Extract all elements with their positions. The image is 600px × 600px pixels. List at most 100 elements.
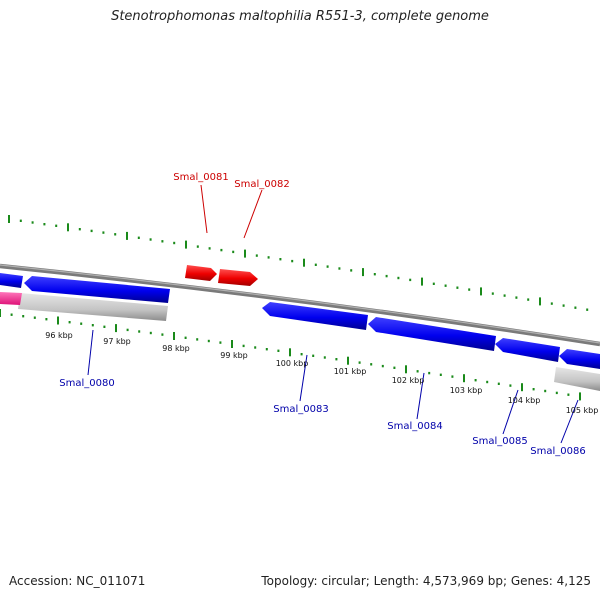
- minor-tick: [497, 382, 500, 385]
- major-tick: [231, 340, 233, 348]
- minor-tick: [385, 274, 388, 278]
- minor-tick: [574, 306, 577, 309]
- accession-label: Accession: NC_011071: [9, 574, 146, 588]
- minor-tick: [55, 224, 58, 227]
- minor-tick: [444, 284, 447, 287]
- minor-tick: [149, 331, 152, 335]
- minor-tick: [509, 384, 512, 387]
- minor-tick: [291, 259, 294, 263]
- gene-label-smal-0082[interactable]: Smal_0082: [234, 179, 289, 190]
- scale-label: 100 kbp: [276, 359, 309, 368]
- minor-tick: [381, 364, 384, 368]
- grey-track-segment: [18, 293, 168, 321]
- gene-arrow-smal-0084[interactable]: [368, 317, 496, 351]
- scale-label: 96 kbp: [45, 331, 73, 340]
- leader-line-smal-0085: [502, 389, 519, 435]
- minor-tick: [114, 233, 117, 236]
- minor-tick: [31, 221, 34, 224]
- map-title: Stenotrophomonas maltophilia R551-3, com…: [111, 9, 489, 24]
- gene-arrow-smal-0080[interactable]: [24, 276, 170, 303]
- gene-arrow-smal-0082[interactable]: [218, 269, 258, 286]
- minor-tick: [373, 273, 376, 276]
- gene-label-smal-0080[interactable]: Smal_0080: [59, 378, 114, 389]
- major-tick: [173, 332, 175, 340]
- minor-tick: [80, 322, 83, 325]
- leader-line-smal-0080: [87, 329, 94, 376]
- scale-label: 104 kbp: [508, 396, 541, 405]
- minor-tick: [503, 294, 506, 297]
- leader-line-smal-0084: [416, 372, 425, 420]
- major-tick: [539, 297, 541, 306]
- leader-line-smal-0086: [560, 399, 579, 444]
- minor-tick: [91, 324, 94, 327]
- minor-tick: [491, 292, 494, 295]
- minor-tick: [358, 361, 361, 364]
- minor-tick: [207, 339, 210, 343]
- minor-tick: [370, 363, 373, 366]
- leader-line-smal-0082: [243, 189, 263, 239]
- minor-tick: [10, 313, 13, 316]
- gene-label-smal-0085[interactable]: Smal_0085: [472, 436, 527, 447]
- genome-backbone-highlight: [0, 264, 600, 344]
- major-tick: [289, 348, 291, 357]
- major-tick: [0, 309, 1, 317]
- minor-tick: [196, 338, 199, 341]
- minor-tick: [161, 240, 164, 243]
- gene-arrow-smal-0086[interactable]: [559, 349, 600, 369]
- minor-tick: [173, 241, 176, 245]
- gene-arrow-smal-0081[interactable]: [185, 265, 217, 281]
- major-tick: [57, 316, 59, 325]
- minor-tick: [397, 276, 400, 280]
- scale-label: 98 kbp: [162, 344, 190, 353]
- pink-track-segment: [0, 292, 22, 305]
- grey-track-segment: [554, 367, 600, 391]
- major-tick: [244, 249, 246, 258]
- gene-label-smal-0086[interactable]: Smal_0086: [530, 446, 585, 457]
- minor-tick: [45, 318, 48, 321]
- minor-tick: [137, 236, 140, 239]
- minor-tick: [468, 288, 471, 291]
- gene-arrow-smal-0083[interactable]: [262, 302, 368, 330]
- gene-label-smal-0083[interactable]: Smal_0083: [273, 404, 328, 415]
- minor-tick: [220, 248, 223, 252]
- scale-label: 99 kbp: [220, 351, 248, 360]
- scale-label: 103 kbp: [450, 386, 483, 395]
- minor-tick: [184, 336, 187, 339]
- minor-tick: [255, 254, 258, 257]
- minor-tick: [323, 356, 326, 359]
- major-tick: [126, 231, 128, 240]
- major-tick: [347, 356, 349, 365]
- major-tick: [303, 258, 305, 267]
- gene-arrow-smal-0085[interactable]: [495, 338, 560, 362]
- scale-label: 97 kbp: [103, 337, 131, 346]
- minor-tick: [428, 371, 431, 375]
- major-tick: [521, 383, 523, 392]
- minor-tick: [103, 325, 106, 328]
- minor-tick: [527, 298, 530, 301]
- minor-tick: [149, 238, 152, 241]
- genome-backbone: [0, 263, 600, 347]
- leader-line-smal-0081: [200, 184, 208, 234]
- minor-tick: [232, 250, 235, 254]
- major-tick: [8, 215, 10, 223]
- minor-tick: [102, 231, 105, 234]
- major-tick: [405, 365, 407, 374]
- minor-tick: [456, 286, 459, 289]
- minor-tick: [68, 321, 71, 324]
- minor-tick: [312, 354, 315, 357]
- minor-tick: [451, 375, 454, 378]
- scale-label: 102 kbp: [392, 376, 425, 385]
- minor-tick: [19, 219, 22, 222]
- minor-tick: [161, 333, 164, 336]
- major-tick: [185, 240, 187, 249]
- minor-tick: [350, 269, 353, 272]
- gene-arrow-reverse[interactable]: [0, 273, 23, 288]
- minor-tick: [33, 316, 36, 319]
- minor-tick: [314, 263, 317, 266]
- major-tick: [421, 277, 423, 286]
- gene-label-smal-0081[interactable]: Smal_0081: [173, 172, 228, 183]
- gene-label-smal-0084[interactable]: Smal_0084: [387, 421, 442, 432]
- major-tick: [480, 287, 482, 296]
- scale-label: 105 kbp: [566, 406, 599, 415]
